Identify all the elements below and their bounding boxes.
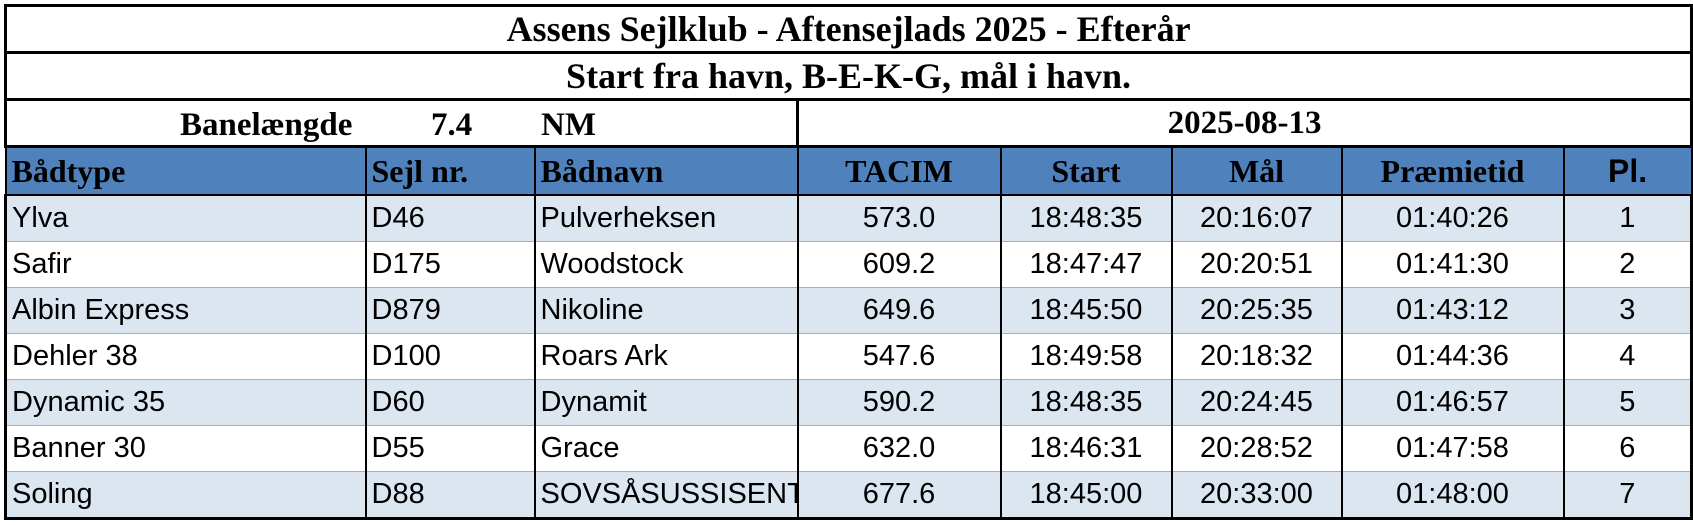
course-label: Banelængde [180,107,353,143]
column-header: Start [999,145,1173,196]
course-cell: Banelængde 7.4 NM [4,98,799,148]
data-row: Dehler 38 D100 Roars Ark 547.6 18:49:58 20:18… [4,333,1693,380]
cell: Woodstock [534,241,799,288]
course-length: 7.4 [431,107,473,143]
data-row: Albin Express D879 Nikoline 649.6 18:45:50 20… [4,287,1693,334]
cell: 3 [1562,287,1693,334]
cell: D55 [365,425,536,472]
cell: Soling [4,471,367,520]
cell: 18:48:35 [1000,194,1173,242]
cell: 18:46:31 [1000,425,1173,472]
cell: 4 [1562,333,1693,380]
header-row: Bådtype Sejl nr. Bådnavn TACIM Start Mål Præmi… [4,145,1693,196]
cell: 20:18:32 [1171,333,1343,380]
subtitle: Start fra havn, B-E-K-G, mål i havn. [3,51,1693,101]
cell: Ylva [4,194,367,242]
cell: SOVSÅSUSSISENT [534,471,799,520]
cell: Pulverheksen [534,194,799,242]
cell: 6 [1562,425,1693,472]
cell: 649.6 [797,287,1002,334]
cell: 18:48:35 [1000,379,1173,426]
cell: 18:45:00 [1000,471,1173,520]
column-header: Bådnavn [533,145,799,196]
data-row: Ylva D46 Pulverheksen 573.0 18:48:35 20:16:07… [4,194,1693,242]
cell: 20:16:07 [1171,194,1343,242]
cell: 20:33:00 [1171,471,1343,520]
cell: D46 [365,194,536,242]
column-header: Præmietid [1340,145,1565,196]
cell: 01:44:36 [1341,333,1565,380]
cell: D879 [365,287,536,334]
cell: D88 [365,471,536,520]
cell: Dynamic 35 [4,379,367,426]
cell: 547.6 [797,333,1002,380]
cell: 01:48:00 [1341,471,1565,520]
cell: 01:47:58 [1341,425,1565,472]
cell: 7 [1562,471,1693,520]
data-row: Dynamic 35 D60 Dynamit 590.2 18:48:35 20:24:4… [4,379,1693,426]
data-row: Soling D88 SOVSÅSUSSISENT 677.6 18:45:00 20:3… [4,471,1693,520]
cell: 20:20:51 [1171,241,1343,288]
cell: 01:41:30 [1341,241,1565,288]
column-header: TACIM [796,145,1002,196]
cell: 18:47:47 [1000,241,1173,288]
cell: 573.0 [797,194,1002,242]
cell: 01:43:12 [1341,287,1565,334]
cell: 20:25:35 [1171,287,1343,334]
cell: Dynamit [534,379,799,426]
data-row: Safir D175 Woodstock 609.2 18:47:47 20:20:51 0… [4,241,1693,288]
cell: 5 [1562,379,1693,426]
cell: 632.0 [797,425,1002,472]
cell: D100 [365,333,536,380]
course-unit: NM [541,107,596,143]
cell: 20:24:45 [1171,379,1343,426]
date: 2025-08-13 [795,98,1693,148]
cell: 20:28:52 [1171,425,1343,472]
data-row: Banner 30 D55 Grace 632.0 18:46:31 20:28:52 01… [4,425,1693,472]
results-table: Assens Sejlklub - Aftensejlads 2025 - Ef… [3,4,1693,520]
cell: D175 [365,241,536,288]
cell: 01:46:57 [1341,379,1565,426]
cell: Roars Ark [534,333,799,380]
cell: Albin Express [4,287,367,334]
cell: Nikoline [534,287,799,334]
column-header: Sejl nr. [364,145,536,196]
column-header: Pl. [1562,145,1693,196]
cell: 01:40:26 [1341,194,1565,242]
cell: D60 [365,379,536,426]
cell: 590.2 [797,379,1002,426]
cell: Dehler 38 [4,333,367,380]
cell: Grace [534,425,799,472]
cell: 18:45:50 [1000,287,1173,334]
cell: 677.6 [797,471,1002,520]
cell: Banner 30 [4,425,367,472]
cell: 609.2 [797,241,1002,288]
cell: Safir [4,241,367,288]
cell: 2 [1562,241,1693,288]
column-header: Bådtype [4,145,367,196]
title: Assens Sejlklub - Aftensejlads 2025 - Ef… [3,4,1693,54]
cell: 1 [1562,194,1693,242]
column-header: Mål [1170,145,1343,196]
cell: 18:49:58 [1000,333,1173,380]
